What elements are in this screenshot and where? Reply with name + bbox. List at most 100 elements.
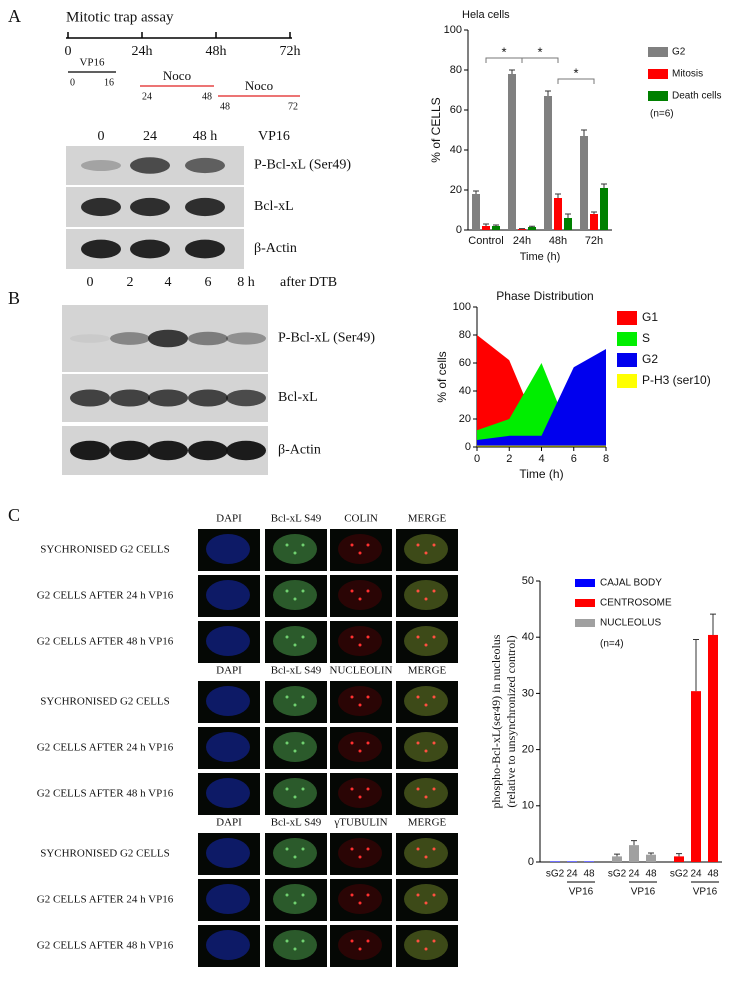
micrograph-cell xyxy=(273,930,317,960)
micrograph-cell xyxy=(206,930,250,960)
error-bar xyxy=(545,90,551,96)
group-label: VP16 xyxy=(569,887,594,898)
group-label: VP16 xyxy=(693,887,718,898)
micrograph-cell xyxy=(206,534,250,564)
micrograph-spot xyxy=(293,703,297,707)
treatment-start: 24 xyxy=(142,91,152,102)
micrograph-spot xyxy=(293,947,297,951)
micrograph-spot xyxy=(416,635,420,639)
micrograph-spot xyxy=(366,741,370,745)
area xyxy=(477,363,606,447)
error-bar xyxy=(710,613,716,635)
timeline-tick-label: 0 xyxy=(65,44,72,59)
error-bar xyxy=(614,853,620,857)
blot-band xyxy=(226,389,266,407)
micrograph-spot xyxy=(416,893,420,897)
y-tick-label: 50 xyxy=(522,575,534,587)
significance-bracket xyxy=(521,57,559,63)
lane-label: 2 xyxy=(127,275,134,290)
x-axis-label: Time (h) xyxy=(519,467,563,481)
y-tick-label: 100 xyxy=(453,301,471,313)
x-tick-label: 48 xyxy=(707,869,719,880)
micrograph-cell xyxy=(273,884,317,914)
micrograph-cell xyxy=(206,838,250,868)
micrograph-spot xyxy=(350,589,354,593)
micrograph-spot xyxy=(416,847,420,851)
y-tick-label: 60 xyxy=(459,357,471,369)
micrograph-spot xyxy=(301,847,305,851)
panel-label: B xyxy=(8,288,20,308)
error-bar xyxy=(509,69,515,74)
column-header: MERGE xyxy=(408,817,447,829)
row-label: G2 CELLS AFTER 24 h VP16 xyxy=(37,590,174,602)
blot-band xyxy=(148,329,188,348)
x-axis-label: Time (h) xyxy=(520,251,561,263)
micrograph-spot xyxy=(358,947,362,951)
panel-label: A xyxy=(8,6,21,26)
blot-band xyxy=(70,334,110,343)
blot-row-label: P-Bcl-xL (Ser49) xyxy=(278,331,375,346)
micrograph-spot xyxy=(293,795,297,799)
column-header: Bcl-xL S49 xyxy=(271,817,322,829)
bar xyxy=(629,845,639,862)
micrograph-spot xyxy=(416,741,420,745)
bar xyxy=(550,861,560,862)
lane-label: 0 xyxy=(98,129,105,144)
micrograph-cell xyxy=(206,686,250,716)
legend-swatch xyxy=(575,619,595,627)
micrograph-cell xyxy=(338,686,382,716)
x-tick-label: 0 xyxy=(474,453,480,465)
column-header: DAPI xyxy=(216,513,242,525)
legend-label: CENTROSOME xyxy=(600,598,672,609)
micrograph-spot xyxy=(285,787,289,791)
error-bar xyxy=(473,190,479,194)
y-tick-label: 0 xyxy=(528,856,534,868)
bar xyxy=(492,226,500,230)
y-tick-label: 80 xyxy=(450,64,462,76)
micrograph-spot xyxy=(366,695,370,699)
row-label: G2 CELLS AFTER 48 h VP16 xyxy=(37,636,174,648)
micrograph-spot xyxy=(301,695,305,699)
column-header: Bcl-xL S49 xyxy=(271,665,322,677)
error-bar xyxy=(529,225,535,227)
column-header: COLIN xyxy=(344,513,378,525)
error-bar xyxy=(601,183,607,188)
y-tick-label: 30 xyxy=(522,687,534,699)
micrograph-spot xyxy=(358,901,362,905)
blot-band xyxy=(226,332,266,345)
micrograph-cell xyxy=(404,732,448,762)
micrograph-cell xyxy=(206,884,250,914)
micrograph-spot xyxy=(432,741,436,745)
micrograph-spot xyxy=(301,589,305,593)
micrograph-spot xyxy=(358,597,362,601)
micrograph-spot xyxy=(432,893,436,897)
bar xyxy=(612,856,622,862)
micrograph-spot xyxy=(293,597,297,601)
legend-swatch xyxy=(575,579,595,587)
micrograph-cell xyxy=(338,534,382,564)
row-label: SYCHRONISED G2 CELLS xyxy=(40,544,170,556)
blot-band xyxy=(185,239,225,259)
y-axis-label: (relative to unsynchronized control) xyxy=(504,635,518,807)
micrograph-spot xyxy=(285,589,289,593)
bar xyxy=(590,214,598,230)
legend-swatch xyxy=(648,47,668,57)
y-tick-label: 20 xyxy=(450,184,462,196)
micrograph-spot xyxy=(285,893,289,897)
micrograph-spot xyxy=(424,901,428,905)
legend-swatch xyxy=(617,374,637,388)
y-tick-label: 40 xyxy=(522,631,534,643)
micrograph-spot xyxy=(432,695,436,699)
micrograph-spot xyxy=(432,787,436,791)
micrograph-cell xyxy=(273,626,317,656)
bar xyxy=(564,218,572,230)
error-bar xyxy=(565,213,571,218)
micrograph-spot xyxy=(358,749,362,753)
blot-band xyxy=(188,331,228,346)
row-label: SYCHRONISED G2 CELLS xyxy=(40,696,170,708)
blot-band xyxy=(185,197,225,217)
x-tick-label: sG2 xyxy=(608,869,627,880)
micrograph-spot xyxy=(301,787,305,791)
micrograph-spot xyxy=(416,589,420,593)
legend-swatch xyxy=(617,353,637,367)
